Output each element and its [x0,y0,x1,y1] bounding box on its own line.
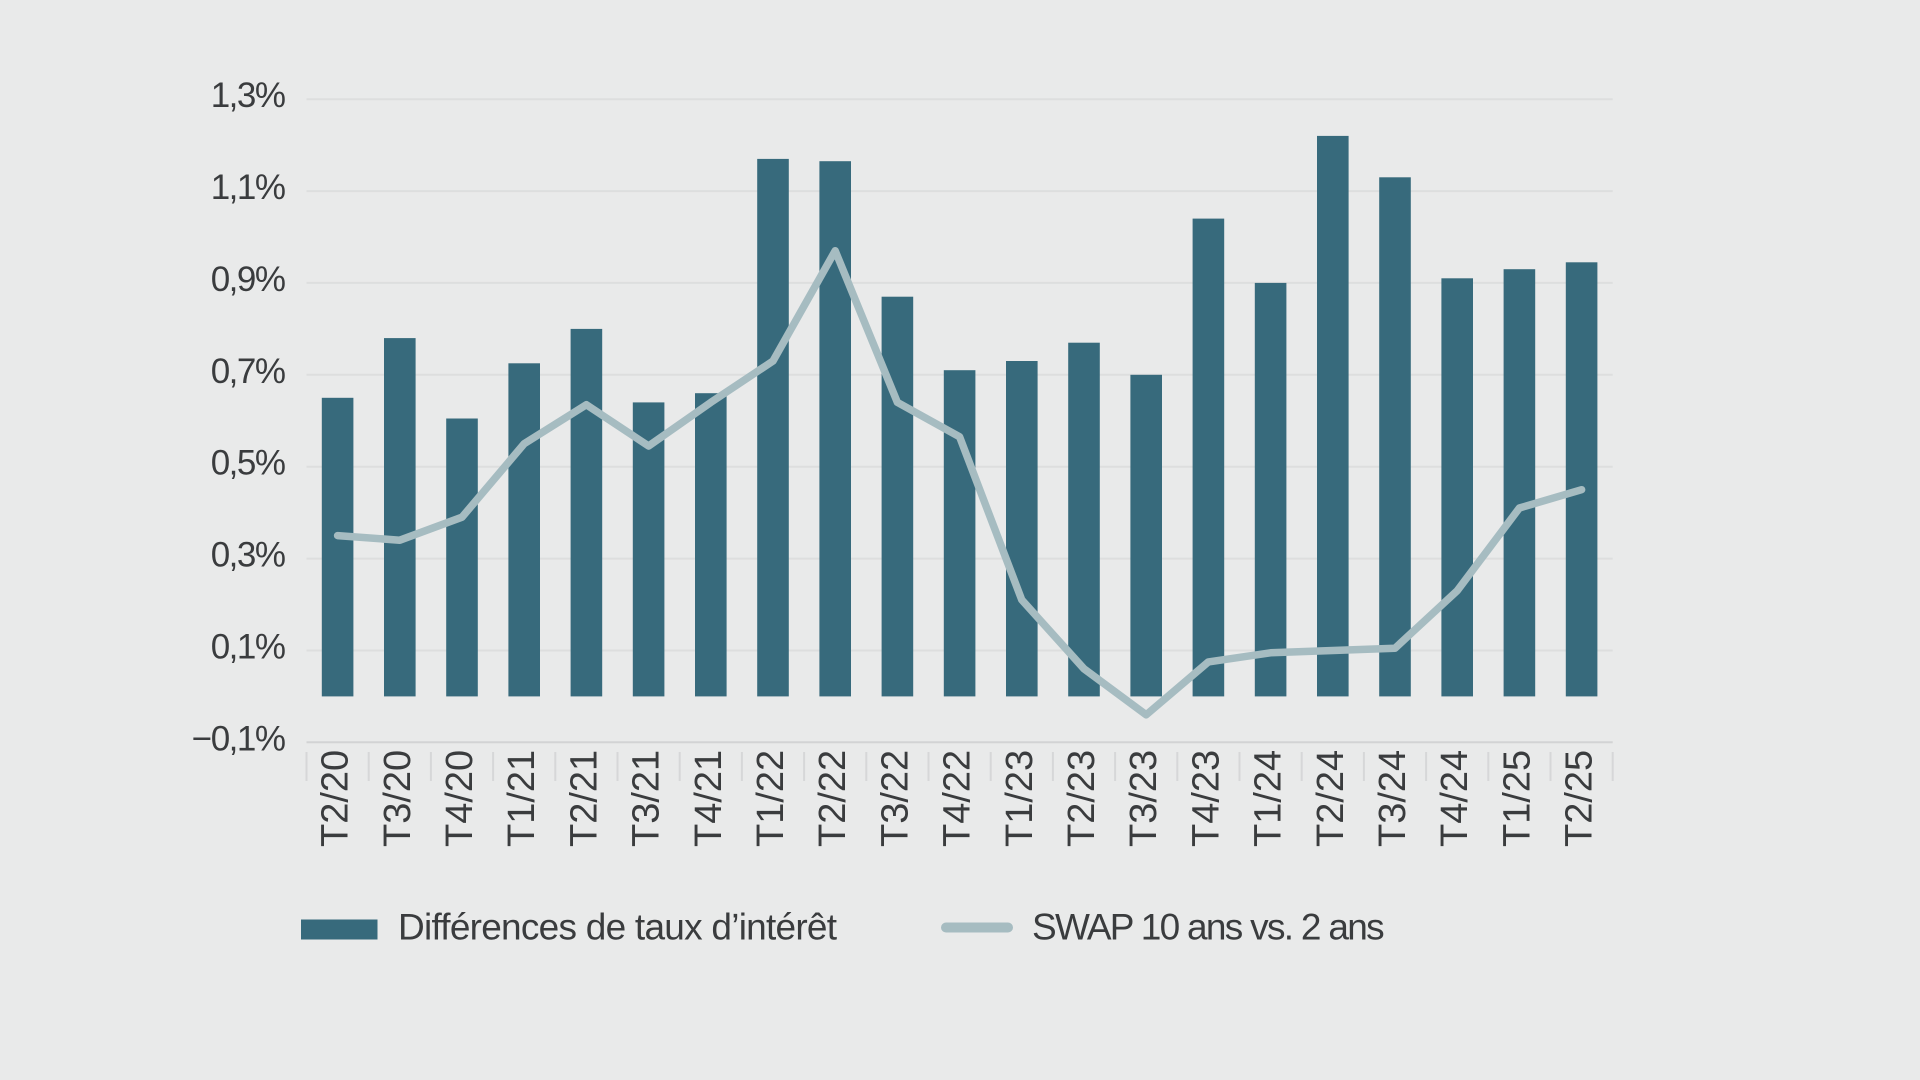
svg-text:T1/25: T1/25 [1496,750,1538,847]
svg-text:T3/21: T3/21 [626,750,668,847]
svg-text:T1/23: T1/23 [999,750,1041,847]
svg-text:T4/23: T4/23 [1185,750,1227,847]
svg-text:T4/22: T4/22 [937,750,979,847]
svg-text:0,3%: 0,3% [211,536,285,575]
svg-text:1,1%: 1,1% [211,168,285,207]
svg-text:0,9%: 0,9% [211,260,285,299]
svg-text:T1/21: T1/21 [501,750,543,847]
svg-text:T4/24: T4/24 [1434,750,1476,847]
svg-text:T3/23: T3/23 [1123,750,1165,847]
svg-text:T1/22: T1/22 [750,750,792,847]
svg-text:T2/21: T2/21 [563,750,605,847]
svg-text:T3/22: T3/22 [874,750,916,847]
svg-text:T1/24: T1/24 [1248,750,1290,847]
svg-text:T2/20: T2/20 [315,750,357,847]
svg-text:T3/20: T3/20 [377,750,419,847]
svg-text:T4/21: T4/21 [688,750,730,847]
svg-text:0,5%: 0,5% [211,444,285,483]
svg-text:T2/25: T2/25 [1559,750,1601,847]
svg-text:0,7%: 0,7% [211,352,285,391]
svg-text:T4/20: T4/20 [439,750,481,847]
svg-text:SWAP 10 ans vs. 2 ans: SWAP 10 ans vs. 2 ans [1032,907,1384,948]
svg-text:−0,1%: −0,1% [192,719,285,758]
svg-text:T3/24: T3/24 [1372,750,1414,847]
svg-text:T2/24: T2/24 [1310,750,1352,847]
svg-text:1,3%: 1,3% [211,76,285,115]
svg-text:T2/22: T2/22 [812,750,854,847]
svg-text:T2/23: T2/23 [1061,750,1103,847]
svg-text:Différences de taux d’intérêt: Différences de taux d’intérêt [398,907,838,948]
svg-text:0,1%: 0,1% [211,628,285,667]
